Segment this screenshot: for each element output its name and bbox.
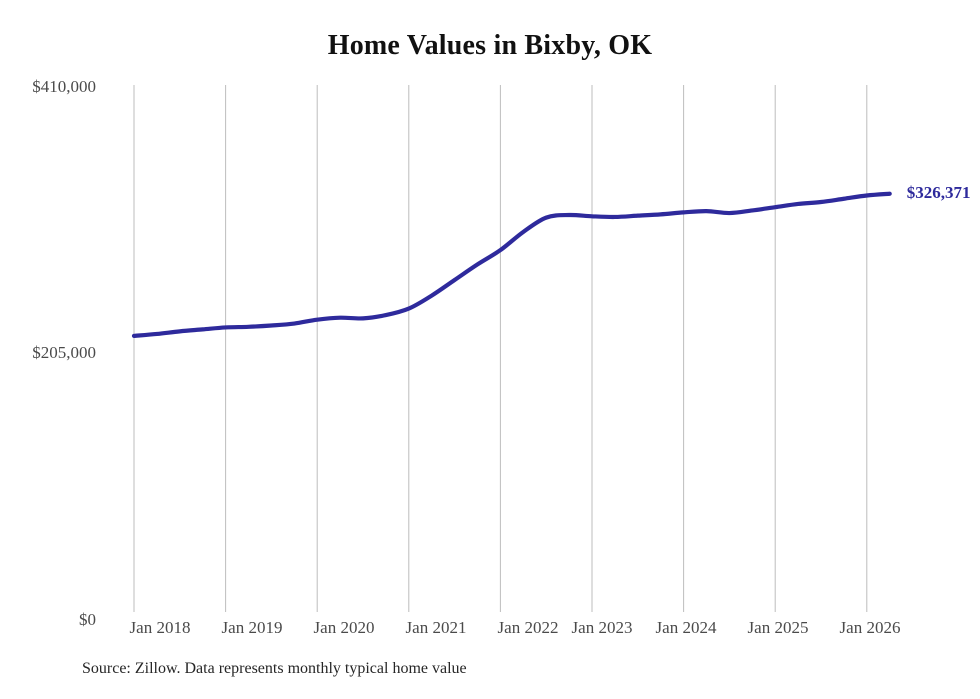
- x-tick-label-jan-2025: Jan 2025: [747, 618, 809, 637]
- y-tick-label-410000: $410,000: [32, 77, 96, 96]
- x-tick-label-jan-2021: Jan 2021: [405, 618, 467, 637]
- x-tick-label-jan-2023: Jan 2023: [571, 618, 633, 637]
- y-tick-label-0: $0: [79, 610, 96, 629]
- y-tick-label-205000: $205,000: [32, 343, 96, 362]
- y-axis-tick-labels: $410,000 $205,000 $0: [0, 0, 96, 699]
- page-title: Home Values in Bixby, OK: [327, 30, 653, 61]
- gridlines: [133, 85, 868, 612]
- x-tick-label-jan-2019: Jan 2019: [221, 618, 283, 637]
- source-note: Source: Zillow. Data represents monthly …: [82, 660, 467, 677]
- x-tick-label-jan-2020: Jan 2020: [313, 618, 375, 637]
- series-end-value-label: $326,371: [906, 182, 971, 202]
- x-tick-label-jan-2024: Jan 2024: [655, 618, 717, 637]
- x-tick-label-jan-2018: Jan 2018: [129, 618, 191, 637]
- x-tick-label-jan-2026: Jan 2026: [839, 618, 901, 637]
- x-tick-label-jan-2022: Jan 2022: [497, 618, 559, 637]
- series-line-typical-home-value: [131, 191, 892, 338]
